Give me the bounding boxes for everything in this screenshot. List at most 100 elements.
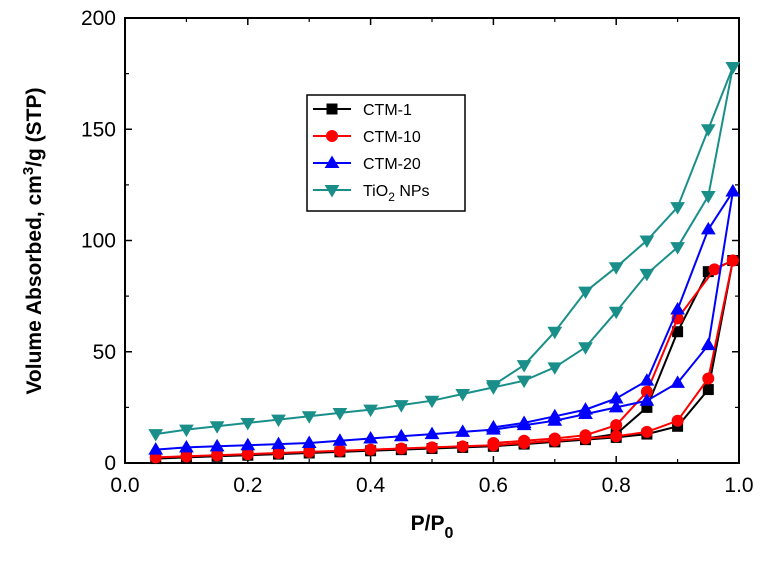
- series-layer: [148, 61, 741, 465]
- data-point: [670, 242, 685, 255]
- x-tick-label: 0.8: [602, 474, 631, 497]
- legend: CTM-1 CTM-10 CTM-20 TiO2 NPs: [306, 94, 466, 212]
- data-point: [211, 449, 224, 462]
- y-tick-label: 0: [104, 452, 116, 475]
- x-axis-title-sub: 0: [444, 525, 453, 542]
- data-point: [240, 437, 256, 451]
- data-point: [702, 384, 714, 396]
- data-point: [518, 434, 531, 447]
- data-point: [608, 306, 624, 320]
- data-point: [487, 436, 500, 449]
- data-point: [548, 432, 561, 445]
- data-point: [670, 375, 685, 388]
- series-3: [148, 61, 741, 442]
- data-point: [670, 301, 685, 315]
- legend-marker: [326, 130, 338, 142]
- x-axis-title-main: P/P: [411, 512, 445, 535]
- y-tick-label: 50: [93, 341, 116, 364]
- x-tick-label: 0.0: [110, 474, 139, 497]
- y-axis-title-tail: /g (STP): [23, 87, 46, 166]
- data-point: [364, 443, 377, 456]
- data-point: [516, 415, 532, 428]
- data-point: [639, 268, 655, 282]
- legend-label: CTM-1: [363, 102, 412, 119]
- series-2: [148, 184, 741, 455]
- x-tick-label: 0.6: [479, 474, 508, 497]
- data-point: [303, 445, 316, 458]
- data-point: [700, 191, 716, 204]
- data-point: [516, 375, 532, 389]
- legend-item: CTM-1: [313, 102, 412, 119]
- data-point: [700, 124, 716, 137]
- y-axis-title: Volume Absorbed, cm3/g (STP): [20, 87, 46, 394]
- data-point: [363, 404, 378, 418]
- y-axis-title-sup: 3: [20, 167, 37, 175]
- legend-label: CTM-10: [363, 129, 421, 146]
- data-point: [271, 414, 286, 428]
- data-point: [726, 254, 739, 267]
- data-point: [516, 360, 532, 373]
- data-point: [272, 446, 285, 459]
- data-point: [639, 235, 655, 248]
- data-point: [547, 326, 563, 340]
- series-line-adsorption: [155, 191, 734, 451]
- data-point: [455, 389, 471, 402]
- data-point: [393, 400, 409, 413]
- data-point: [301, 411, 317, 424]
- data-point: [240, 417, 256, 431]
- legend-items: CTM-1 CTM-10 CTM-20 TiO2 NPs: [313, 102, 430, 204]
- data-point: [271, 436, 286, 450]
- data-point: [670, 202, 685, 215]
- data-point: [725, 61, 741, 75]
- data-point: [702, 372, 715, 385]
- series-line-adsorption: [155, 66, 734, 436]
- data-point: [241, 448, 254, 461]
- legend-marker: [324, 155, 340, 168]
- data-point: [725, 184, 741, 197]
- data-point: [332, 407, 348, 421]
- data-point: [578, 402, 593, 415]
- series-line-desorption: [492, 66, 734, 386]
- data-point: [608, 390, 624, 404]
- data-point: [180, 450, 193, 463]
- data-point: [209, 438, 225, 452]
- data-point: [708, 263, 721, 276]
- data-point: [578, 342, 593, 355]
- series-1: [149, 254, 739, 464]
- legend-item: CTM-20: [313, 155, 421, 173]
- data-point: [301, 435, 317, 448]
- data-point: [209, 421, 225, 434]
- data-point: [395, 442, 408, 455]
- axis-ticks: 0.0 0.2 0.4 0.6 0.8 1.0 0 50 100 150 200: [81, 7, 754, 497]
- data-point: [608, 399, 624, 413]
- x-tick-label: 0.2: [233, 474, 262, 497]
- data-point: [671, 414, 684, 427]
- data-point: [547, 362, 563, 375]
- data-point: [700, 337, 716, 351]
- series-line-desorption: [493, 259, 734, 444]
- legend-marker: [326, 103, 338, 115]
- data-point: [426, 441, 438, 454]
- data-point: [363, 431, 378, 444]
- data-point: [333, 444, 346, 457]
- data-point: [148, 429, 164, 442]
- data-point: [610, 430, 623, 443]
- y-tick-label: 150: [81, 118, 116, 141]
- data-point: [608, 262, 624, 275]
- data-point: [179, 439, 194, 453]
- legend-item: CTM-10: [313, 129, 421, 146]
- data-point: [486, 419, 501, 433]
- data-point: [486, 380, 501, 393]
- data-point: [579, 429, 592, 442]
- x-tick-label: 1.0: [724, 474, 753, 497]
- data-point: [424, 395, 440, 409]
- data-point: [610, 419, 623, 432]
- legend-marker: [324, 185, 340, 198]
- data-point: [455, 424, 471, 437]
- data-point: [332, 433, 348, 446]
- data-point: [424, 426, 440, 440]
- x-tick-label: 0.4: [356, 474, 386, 497]
- data-point: [639, 373, 655, 386]
- data-point: [148, 442, 164, 455]
- x-axis-title: P/P0: [411, 512, 454, 542]
